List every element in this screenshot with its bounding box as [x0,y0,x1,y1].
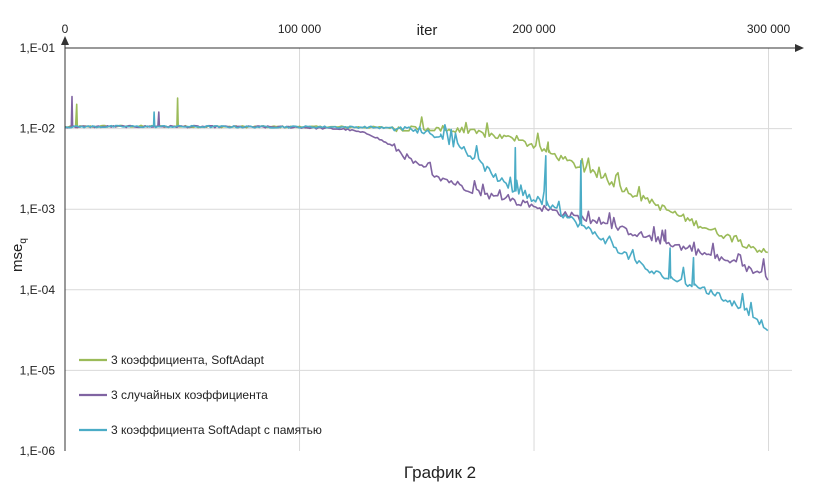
x-axis-title: iter [417,22,438,39]
x-tick-labels: 0 100 000 200 000 300 000 [62,22,791,36]
legend: 3 коэффициента, SoftAdapt 3 случайных коэ… [79,353,322,437]
y-axis-arrow-icon [61,36,69,45]
chart-caption: График 2 [404,463,476,482]
y-tick-label: 1,E-05 [20,363,56,377]
series-lines [64,95,769,332]
y-tick-label: 1,E-01 [20,41,56,55]
y-axis-title-subscript: q [18,238,29,244]
y-tick-label: 1,E-06 [20,444,56,458]
y-tick-label: 1,E-03 [20,202,56,216]
x-tick-label: 200 000 [512,22,556,36]
legend-label-3: 3 коэффициента SoftAdapt с памятью [111,423,322,437]
y-tick-label: 1,E-04 [20,283,56,297]
legend-label-1: 3 коэффициента, SoftAdapt [111,353,265,367]
axes [61,36,804,451]
x-tick-label: 0 [62,22,69,36]
x-axis-arrow-icon [795,44,804,52]
x-tick-label: 300 000 [747,22,791,36]
y-axis-title-main: mse [9,244,26,272]
y-axis-title: mseq [9,238,29,272]
series-line-1 [64,97,769,254]
x-tick-label: 100 000 [278,22,322,36]
series-line-2 [64,95,769,281]
legend-label-2: 3 случайных коэффициента [111,388,268,402]
y-tick-label: 1,E-02 [20,122,56,136]
series-line-3 [64,111,769,332]
y-tick-labels: 1,E-01 1,E-02 1,E-03 1,E-04 1,E-05 1,E-06 [20,41,56,458]
